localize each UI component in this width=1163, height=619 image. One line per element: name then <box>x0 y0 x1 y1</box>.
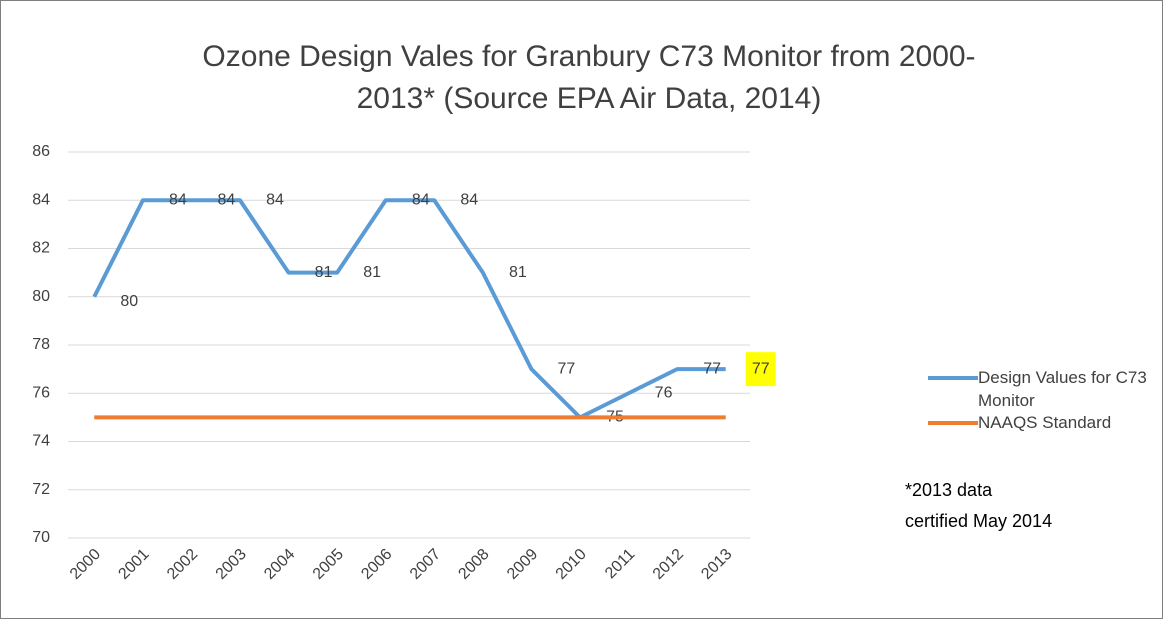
data-label: 84 <box>412 191 430 208</box>
x-tick-label: 2009 <box>504 546 541 583</box>
label-highlight <box>745 352 776 387</box>
x-tick-label: 2011 <box>602 546 638 582</box>
x-tick-label: 2012 <box>650 546 687 583</box>
data-label: 77 <box>752 360 770 377</box>
x-tick-label: 2000 <box>67 546 104 583</box>
x-tick-label: 2008 <box>455 546 492 583</box>
data-label: 84 <box>169 191 187 208</box>
data-label: 76 <box>655 384 673 401</box>
data-label: 80 <box>120 293 138 310</box>
data-label: 77 <box>558 360 576 377</box>
data-label: 84 <box>266 191 284 208</box>
legend-label: NAAQS Standard <box>978 413 1112 432</box>
x-tick-label: 2002 <box>164 546 201 583</box>
annotation: *2013 data <box>905 480 993 500</box>
x-tick-label: 2010 <box>553 546 590 583</box>
data-label: 81 <box>363 264 381 281</box>
data-label: 77 <box>703 360 721 377</box>
y-tick-label: 86 <box>32 143 50 160</box>
x-tick-label: 2005 <box>310 546 347 583</box>
x-tick-label: 2004 <box>261 546 298 583</box>
y-tick-label: 78 <box>32 336 50 353</box>
data-label: 81 <box>315 264 333 281</box>
chart-title: Ozone Design Vales for Granbury C73 Moni… <box>202 40 975 73</box>
data-label: 84 <box>460 191 478 208</box>
x-tick-label: 2001 <box>115 546 152 583</box>
y-tick-label: 70 <box>32 529 50 546</box>
data-label: 84 <box>218 191 236 208</box>
y-tick-label: 76 <box>32 384 50 401</box>
chart-title: 2013* (Source EPA Air Data, 2014) <box>357 82 822 115</box>
y-tick-label: 72 <box>32 481 50 498</box>
x-tick-label: 2006 <box>358 546 395 583</box>
y-tick-label: 74 <box>32 433 50 450</box>
annotation: certified May 2014 <box>905 511 1052 531</box>
y-tick-label: 82 <box>32 240 50 257</box>
data-label: 81 <box>509 264 527 281</box>
y-tick-label: 84 <box>32 191 50 208</box>
x-tick-label: 2007 <box>407 546 444 583</box>
legend-label: Design Values for C73 Monitor <box>978 368 1147 410</box>
y-tick-label: 80 <box>32 288 50 305</box>
x-tick-label: 2003 <box>213 546 250 583</box>
x-tick-label: 2013 <box>698 546 735 583</box>
series-line <box>92 198 726 420</box>
